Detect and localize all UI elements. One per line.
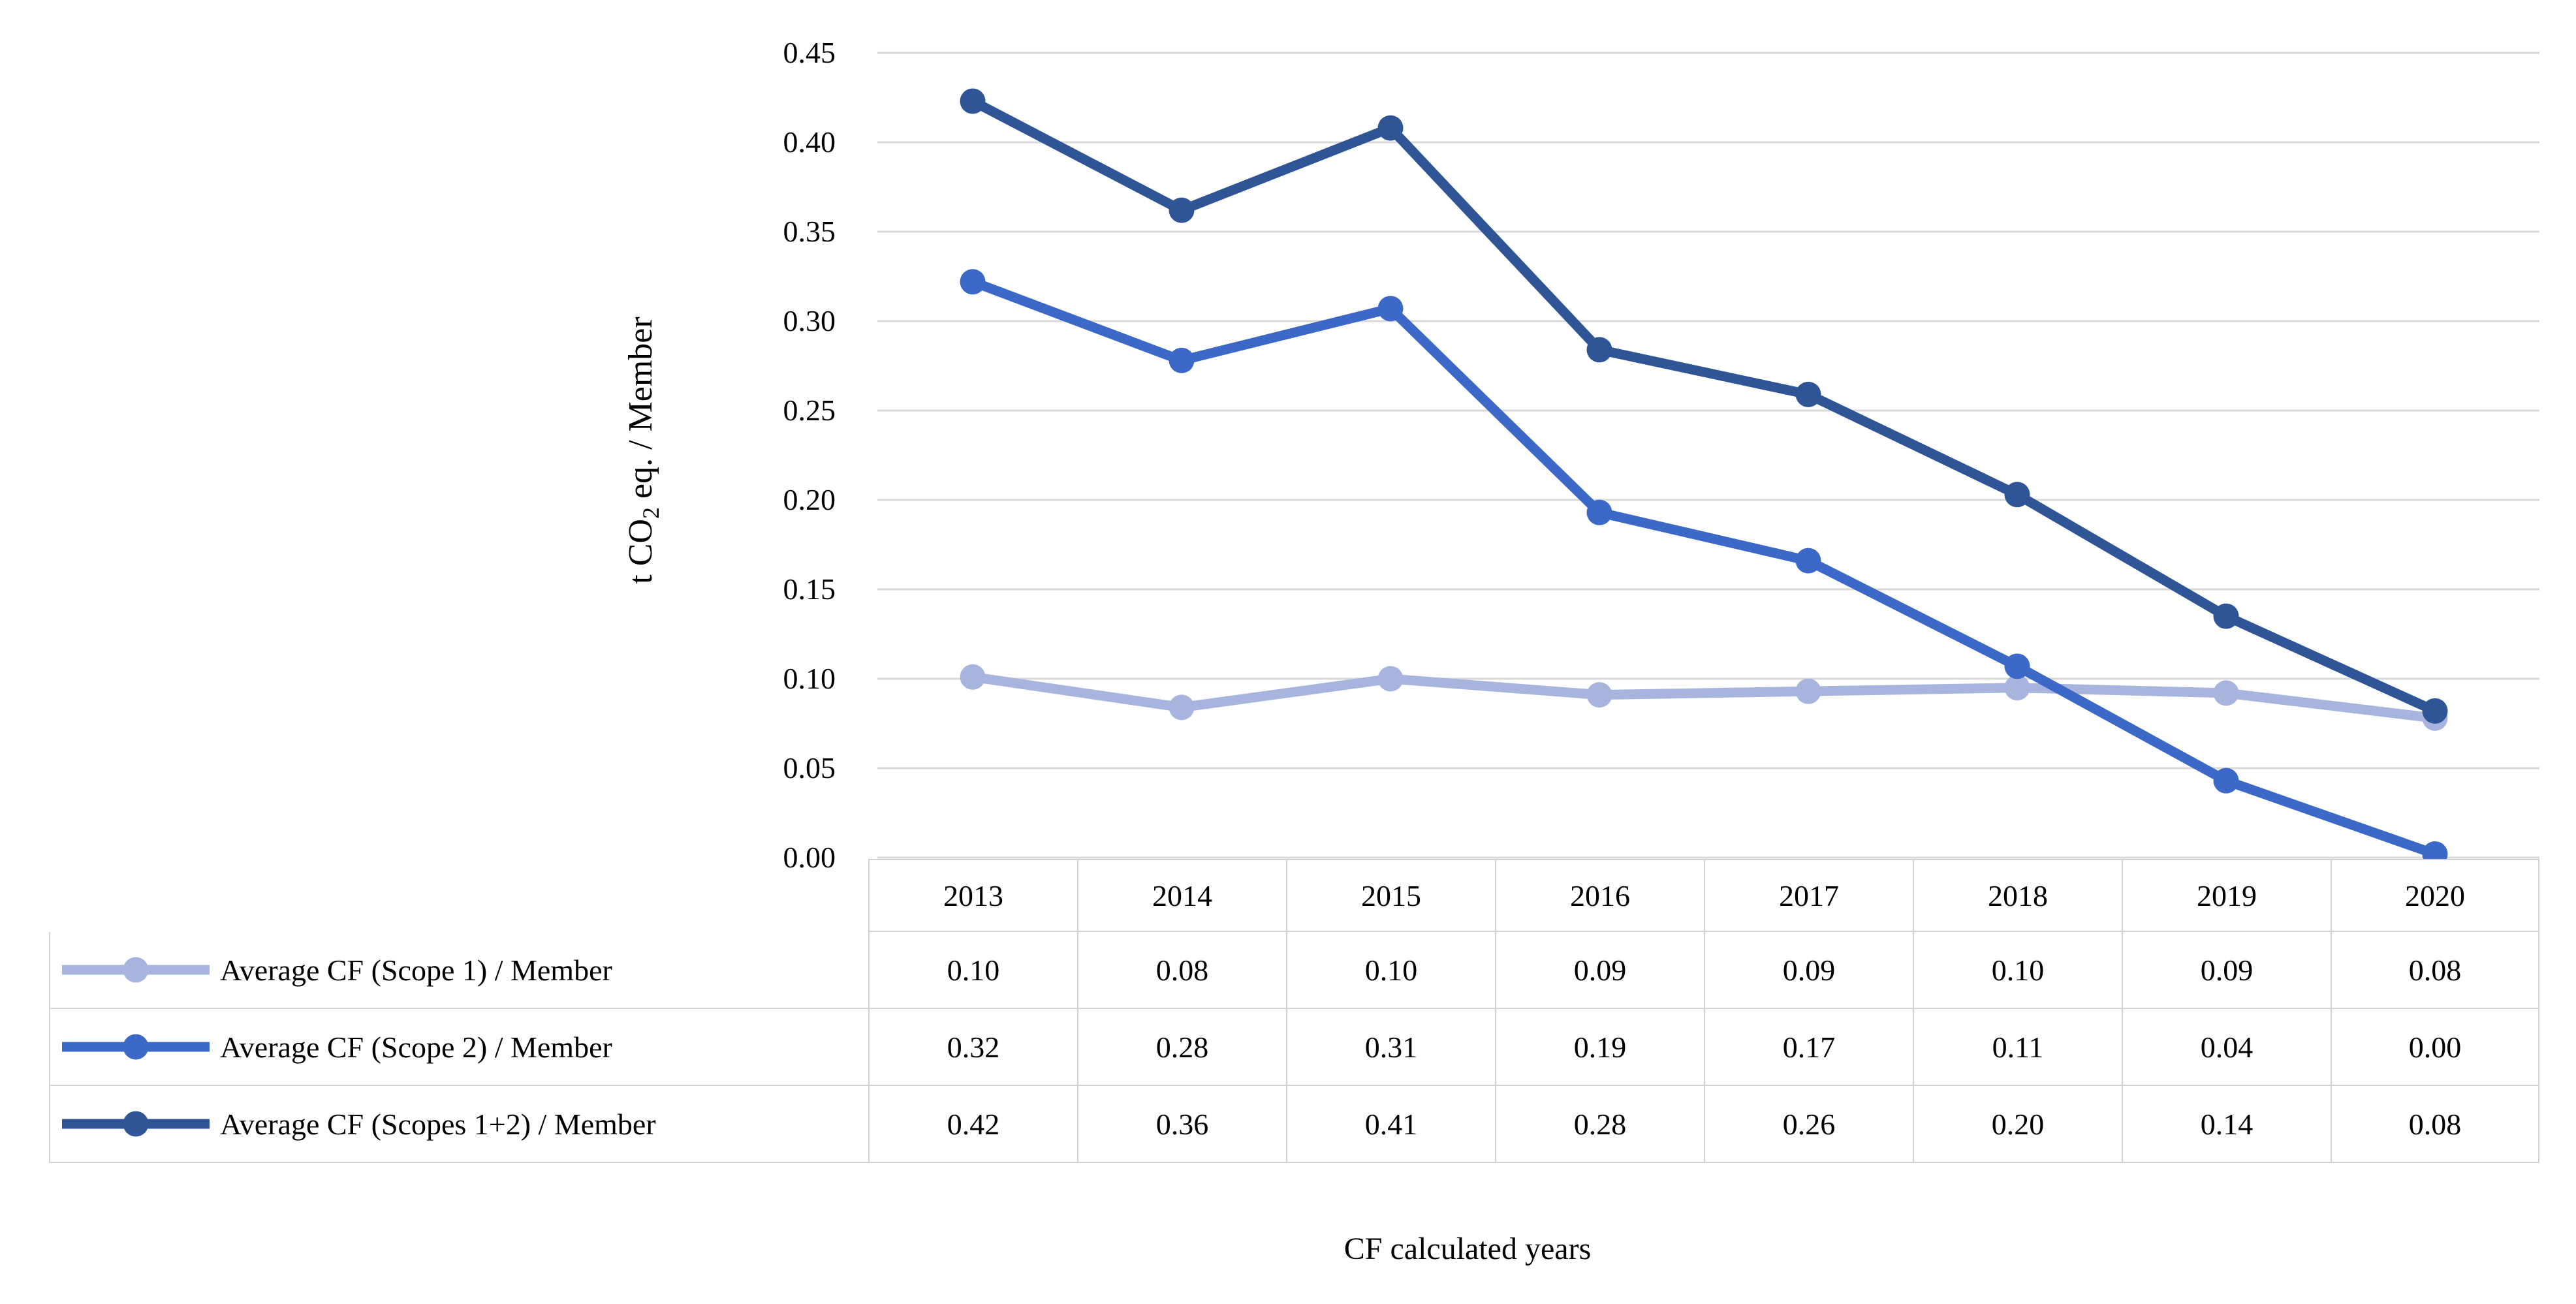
y-tick-label: 0.30 bbox=[783, 304, 836, 337]
legend-marker-icon bbox=[62, 1034, 210, 1060]
data-point-series-2 bbox=[960, 269, 986, 295]
data-point-series-3 bbox=[960, 88, 986, 114]
y-tick-label: 0.00 bbox=[783, 841, 836, 874]
year-header-2019: 2019 bbox=[2122, 859, 2331, 932]
data-point-series-3 bbox=[1795, 381, 1821, 407]
value-cell-series-1: 0.08 bbox=[2331, 932, 2539, 1009]
y-tick-label: 0.35 bbox=[783, 215, 836, 248]
y-tick-label: 0.45 bbox=[783, 36, 836, 69]
value-cell-series-3: 0.28 bbox=[1495, 1086, 1704, 1163]
table-corner-spacer bbox=[49, 859, 868, 932]
year-header-2014: 2014 bbox=[1077, 859, 1286, 932]
value-cell-series-3: 0.42 bbox=[868, 1086, 1077, 1163]
data-point-series-3 bbox=[1586, 337, 1612, 363]
legend-dot bbox=[123, 957, 149, 983]
data-point-series-2 bbox=[1169, 347, 1195, 373]
data-point-series-1 bbox=[2004, 675, 2030, 701]
legend-label: Average CF (Scope 1) / Member bbox=[220, 953, 612, 987]
value-cell-series-2: 0.17 bbox=[1704, 1009, 1913, 1086]
legend-dot bbox=[123, 1111, 149, 1137]
y-tick-label: 0.40 bbox=[783, 125, 836, 159]
value-cell-series-3: 0.26 bbox=[1704, 1086, 1913, 1163]
y-axis-title: t CO2 eq. / Member bbox=[621, 317, 665, 583]
series-line-2 bbox=[967, 277, 2440, 860]
plot-area bbox=[877, 52, 2539, 867]
data-point-series-1 bbox=[1169, 694, 1195, 721]
value-cell-series-2: 0.19 bbox=[1495, 1009, 1704, 1086]
value-cell-series-2: 0.00 bbox=[2331, 1009, 2539, 1086]
value-cell-series-1: 0.09 bbox=[1495, 932, 1704, 1009]
legend-item-series-3: Average CF (Scopes 1+2) / Member bbox=[49, 1086, 868, 1163]
year-header-2018: 2018 bbox=[1913, 859, 2122, 932]
year-header-2015: 2015 bbox=[1286, 859, 1495, 932]
legend-label: Average CF (Scope 2) / Member bbox=[220, 1030, 612, 1064]
legend-item-series-1: Average CF (Scope 1) / Member bbox=[49, 932, 868, 1009]
y-tick-label: 0.05 bbox=[783, 751, 836, 784]
value-cell-series-2: 0.31 bbox=[1286, 1009, 1495, 1086]
data-point-series-3 bbox=[2213, 603, 2239, 629]
value-cell-series-2: 0.04 bbox=[2122, 1009, 2331, 1086]
value-cell-series-2: 0.28 bbox=[1077, 1009, 1286, 1086]
value-cell-series-3: 0.20 bbox=[1913, 1086, 2122, 1163]
data-point-series-2 bbox=[1586, 499, 1612, 525]
value-cell-series-2: 0.32 bbox=[868, 1009, 1077, 1086]
value-cell-series-3: 0.14 bbox=[2122, 1086, 2331, 1163]
data-point-series-1 bbox=[1586, 682, 1612, 708]
value-cell-series-1: 0.10 bbox=[868, 932, 1077, 1009]
data-point-series-1 bbox=[960, 664, 986, 690]
legend-marker-icon bbox=[62, 957, 210, 983]
year-header-2020: 2020 bbox=[2331, 859, 2539, 932]
series-line-3 bbox=[967, 96, 2440, 716]
value-cell-series-1: 0.10 bbox=[1286, 932, 1495, 1009]
y-tick-label: 0.15 bbox=[783, 572, 836, 606]
legend-dot bbox=[123, 1034, 149, 1060]
data-point-series-1 bbox=[2213, 680, 2239, 706]
data-point-series-2 bbox=[2213, 768, 2239, 794]
data-point-series-1 bbox=[1377, 666, 1404, 692]
data-point-series-2 bbox=[1795, 548, 1821, 574]
data-point-series-3 bbox=[1377, 115, 1404, 141]
value-cell-series-3: 0.36 bbox=[1077, 1086, 1286, 1163]
year-header-2017: 2017 bbox=[1704, 859, 1913, 932]
value-cell-series-1: 0.10 bbox=[1913, 932, 2122, 1009]
year-header-2016: 2016 bbox=[1495, 859, 1704, 932]
y-tick-label: 0.25 bbox=[783, 394, 836, 427]
y-tick-label: 0.10 bbox=[783, 662, 836, 695]
value-cell-series-1: 0.09 bbox=[1704, 932, 1913, 1009]
data-point-series-3 bbox=[2422, 698, 2448, 724]
data-point-series-3 bbox=[2004, 482, 2030, 508]
value-cell-series-3: 0.08 bbox=[2331, 1086, 2539, 1163]
data-point-series-2 bbox=[2004, 653, 2030, 679]
data-point-series-3 bbox=[1169, 197, 1195, 223]
legend-label: Average CF (Scopes 1+2) / Member bbox=[220, 1107, 656, 1141]
data-point-series-1 bbox=[1795, 678, 1821, 704]
series-line-1 bbox=[967, 672, 2440, 723]
value-cell-series-1: 0.08 bbox=[1077, 932, 1286, 1009]
data-table: 2013 2014 2015 2016 2017 2018 2019 2020 Average … bbox=[49, 859, 2539, 1163]
data-point-series-2 bbox=[1377, 296, 1404, 322]
value-cell-series-3: 0.41 bbox=[1286, 1086, 1495, 1163]
year-header-2013: 2013 bbox=[868, 859, 1077, 932]
legend-item-series-2: Average CF (Scope 2) / Member bbox=[49, 1009, 868, 1086]
value-cell-series-2: 0.11 bbox=[1913, 1009, 2122, 1086]
y-tick-label: 0.20 bbox=[783, 483, 836, 516]
value-cell-series-1: 0.09 bbox=[2122, 932, 2331, 1009]
x-axis-title: CF calculated years bbox=[1343, 1232, 1592, 1266]
legend-marker-icon bbox=[62, 1111, 210, 1137]
